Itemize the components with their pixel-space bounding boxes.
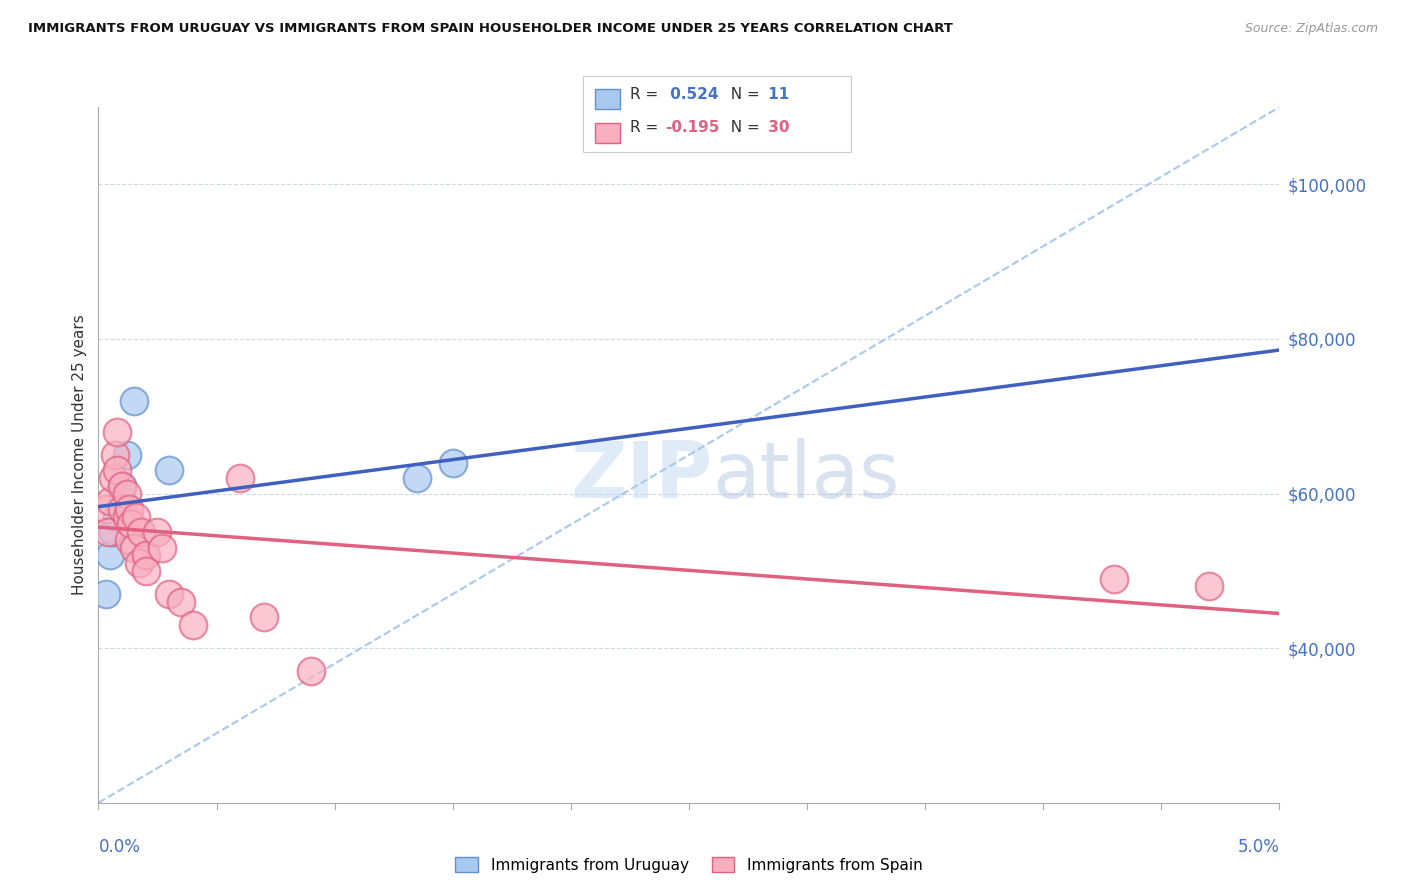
Text: 11: 11 (763, 87, 790, 102)
Point (1102, 572, 1125, 586)
Point (150, 541, 173, 555)
Point (115, 448, 138, 462)
Point (105, 463, 128, 477)
Point (118, 533, 141, 547)
Point (111, 502, 134, 516)
Point (98, 549, 121, 563)
Point (101, 471, 124, 485)
Point (111, 479, 134, 493)
Text: 5.0%: 5.0% (1237, 838, 1279, 855)
Point (104, 448, 127, 462)
Point (170, 595, 193, 609)
Point (1198, 579, 1220, 593)
Text: 0.0%: 0.0% (98, 838, 141, 855)
Point (229, 471, 252, 485)
Point (111, 494, 134, 508)
Point (111, 479, 134, 493)
Text: IMMIGRANTS FROM URUGUAY VS IMMIGRANTS FROM SPAIN HOUSEHOLDER INCOME UNDER 25 YEA: IMMIGRANTS FROM URUGUAY VS IMMIGRANTS FR… (28, 22, 953, 36)
Y-axis label: Householder Income Under 25 years: Householder Income Under 25 years (72, 315, 87, 595)
Point (105, 509, 128, 524)
Text: N =: N = (721, 120, 765, 136)
Point (115, 486, 138, 500)
Point (253, 610, 276, 624)
Point (122, 393, 145, 408)
Point (97, 525, 120, 540)
Text: ZIP: ZIP (571, 438, 713, 514)
Point (115, 509, 138, 524)
Point (406, 471, 429, 485)
Text: N =: N = (721, 87, 765, 102)
Point (94, 587, 117, 601)
Text: atlas: atlas (713, 438, 900, 514)
Point (157, 463, 180, 477)
Legend: Immigrants from Uruguay, Immigrants from Spain: Immigrants from Uruguay, Immigrants from… (450, 850, 928, 879)
Text: R =: R = (630, 87, 664, 102)
Text: Source: ZipAtlas.com: Source: ZipAtlas.com (1244, 22, 1378, 36)
Point (94, 502, 117, 516)
Point (105, 425, 128, 439)
Point (135, 549, 157, 563)
Point (181, 618, 204, 632)
Point (121, 517, 143, 532)
Text: 0.524: 0.524 (665, 87, 718, 102)
Text: 30: 30 (763, 120, 790, 136)
Point (122, 541, 145, 555)
Text: R =: R = (630, 120, 664, 136)
Point (441, 456, 464, 470)
Point (157, 587, 180, 601)
Point (128, 556, 150, 570)
Point (135, 564, 157, 578)
Point (125, 509, 148, 524)
Text: -0.195: -0.195 (665, 120, 720, 136)
Point (101, 525, 124, 540)
Point (98, 494, 121, 508)
Point (299, 665, 322, 679)
Point (129, 525, 152, 540)
Point (146, 525, 169, 540)
Point (118, 502, 141, 516)
